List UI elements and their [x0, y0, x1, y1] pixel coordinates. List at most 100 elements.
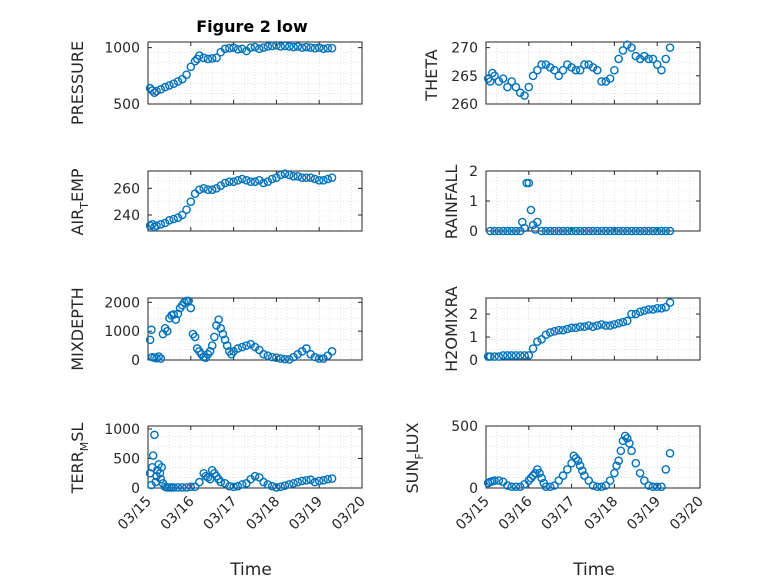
- data-point: [302, 344, 311, 353]
- data-point: [601, 481, 611, 490]
- data-point: [661, 302, 671, 312]
- data-point: [614, 226, 623, 236]
- data-point: [644, 226, 653, 236]
- data-point: [210, 332, 219, 342]
- data-point: [267, 352, 277, 362]
- data-point: [503, 351, 512, 360]
- data-point: [545, 328, 555, 337]
- data-point: [554, 476, 564, 485]
- panel-terr-msl: 0 500 1000 03/15 03/16 03/17 03/18 03/19 03/20: [104, 422, 368, 533]
- data-point: [558, 226, 568, 236]
- data-point: [622, 316, 632, 326]
- data-point: [280, 169, 290, 178]
- data-point: [563, 324, 572, 334]
- panel-air-temp: 240 260: [113, 169, 363, 232]
- data-point: [533, 337, 542, 346]
- ylabel-sun-tail: LUX: [403, 422, 422, 453]
- data-point: [289, 172, 298, 181]
- data-point: [212, 53, 221, 63]
- data-point: [618, 226, 628, 236]
- data-point: [250, 471, 260, 481]
- data-point: [152, 353, 161, 363]
- data-point: [302, 476, 311, 485]
- data-point: [319, 476, 328, 485]
- data-point: [254, 345, 264, 355]
- data-point: [618, 46, 628, 55]
- data-point: [545, 482, 555, 492]
- data-point: [515, 482, 525, 492]
- data-point: [580, 60, 589, 69]
- y-tick-label: 1: [469, 330, 478, 346]
- y-tick-label: 0: [469, 481, 478, 497]
- data-point: [186, 482, 196, 492]
- data-point: [180, 298, 189, 307]
- data-point: [614, 456, 623, 466]
- data-point: [242, 341, 251, 350]
- ylabel-pressure: PRESSURE: [68, 41, 87, 125]
- data-point: [494, 226, 504, 236]
- data-point: [573, 456, 583, 466]
- data-point: [528, 344, 538, 353]
- data-point: [635, 307, 645, 317]
- y-tick-label: 500: [113, 97, 140, 113]
- y-tick-label: 265: [451, 69, 478, 85]
- data-point: [276, 170, 285, 180]
- data-point: [558, 325, 568, 335]
- axes-box: [485, 425, 701, 489]
- data-point: [575, 65, 585, 75]
- data-point: [169, 483, 178, 492]
- data-point: [545, 226, 555, 236]
- data-point: [156, 474, 166, 484]
- data-point: [592, 321, 602, 330]
- data-point: [272, 353, 281, 362]
- data-point: [644, 481, 653, 490]
- data-point: [511, 82, 521, 92]
- data-point: [537, 335, 546, 344]
- y-tick-label: 1000: [104, 324, 140, 340]
- panel-h2omixra: 0 1 2: [469, 297, 701, 369]
- data-point: [272, 173, 281, 182]
- data-point: [190, 189, 200, 198]
- data-point: [635, 226, 645, 236]
- data-point: [154, 352, 163, 361]
- data-point: [190, 56, 200, 66]
- data-point: [503, 481, 512, 490]
- panel-rainfall: 0 1 2: [469, 164, 701, 240]
- data-point: [237, 480, 247, 489]
- data-point: [601, 226, 611, 236]
- data-point: [592, 65, 602, 75]
- axes-box: [485, 297, 701, 361]
- xlabel-right: Time: [572, 560, 615, 580]
- data-point: [580, 226, 589, 236]
- data-point: [150, 88, 159, 98]
- ylabel-terr-msl: TERRMSL: [68, 423, 91, 495]
- data-point: [554, 71, 564, 81]
- data-point: [567, 63, 576, 72]
- data-point: [314, 354, 324, 363]
- data-point: [195, 51, 204, 60]
- y-tick-label: 1000: [104, 41, 140, 57]
- data-point: [323, 351, 333, 360]
- data-point: [578, 466, 587, 475]
- data-point: [259, 477, 268, 487]
- data-point: [169, 214, 178, 224]
- data-point: [571, 453, 581, 463]
- ylabel-terr-main: TERR: [68, 451, 87, 494]
- data-point: [293, 172, 303, 181]
- data-point: [507, 226, 516, 236]
- x-tick-label: 03/15: [115, 494, 155, 534]
- data-point: [233, 45, 243, 54]
- y-tick-label: 270: [451, 41, 478, 57]
- ylabel-air-tail: EMP: [68, 168, 87, 202]
- data-point: [263, 480, 273, 489]
- data-point: [242, 478, 251, 488]
- data-point: [190, 332, 200, 342]
- data-point: [254, 176, 264, 185]
- panel-theta: 260 265 270: [451, 40, 701, 113]
- data-point: [237, 174, 247, 184]
- data-point: [263, 42, 273, 51]
- xlabel-left: Time: [229, 560, 272, 580]
- data-point: [545, 63, 555, 72]
- data-point: [233, 176, 243, 185]
- data-point: [216, 181, 226, 190]
